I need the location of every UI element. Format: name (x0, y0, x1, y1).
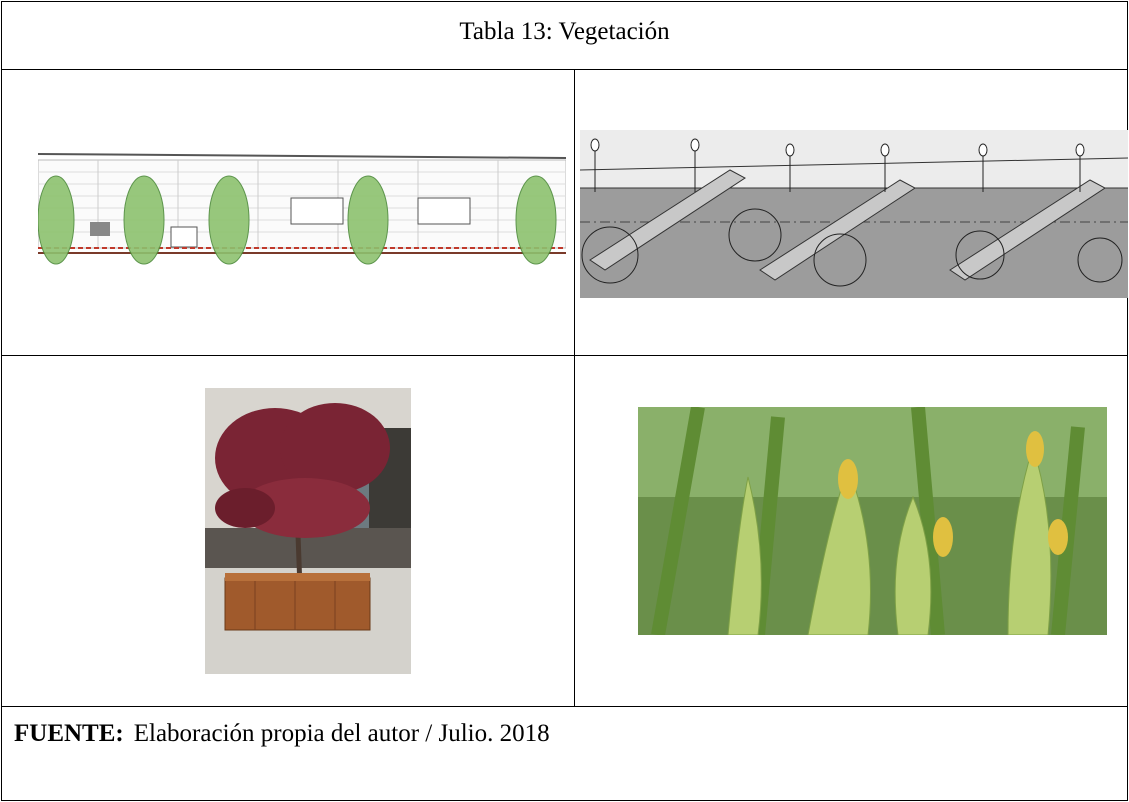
table-title: Tabla 13: Vegetación (459, 18, 670, 45)
elevation-drawing (38, 153, 566, 265)
row-rule (1, 706, 1128, 707)
row-rule (1, 69, 1128, 70)
plan-drawing (580, 130, 1128, 298)
footer-text: Elaboración propia del autor / Julio. 20… (133, 720, 550, 747)
row-rule (1, 355, 1128, 356)
corn-photo (638, 407, 1107, 635)
footer: FUENTE: Elaboración propia del autor / Ju… (14, 720, 550, 748)
footer-label: FUENTE: (14, 720, 124, 747)
column-rule (574, 69, 575, 707)
tree-photo (205, 388, 411, 674)
